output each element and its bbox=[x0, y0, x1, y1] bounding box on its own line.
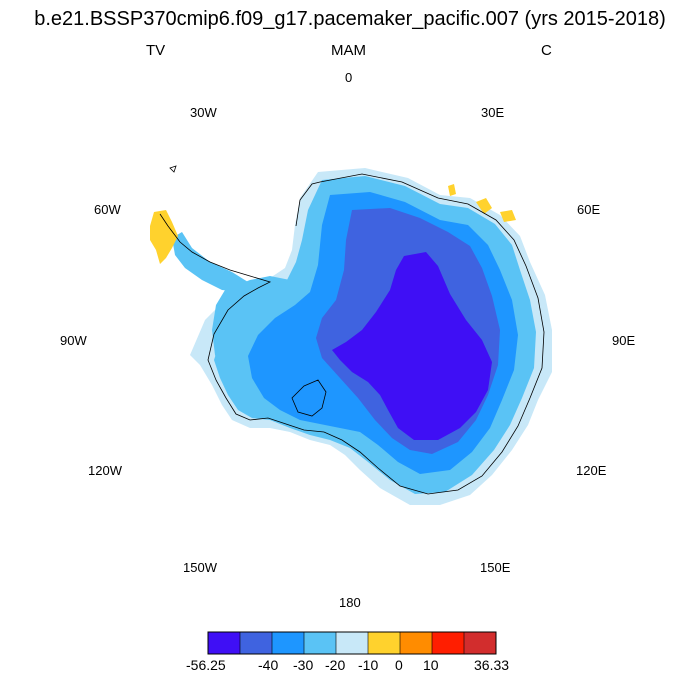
colorbar-label-min: -56.25 bbox=[186, 657, 226, 673]
lon-label-30E: 30E bbox=[481, 105, 505, 120]
lon-label-90W: 90W bbox=[60, 333, 87, 348]
lon-label-60E: 60E bbox=[577, 202, 601, 217]
colorbar-frame bbox=[207, 631, 497, 655]
lon-label-120W: 120W bbox=[88, 463, 122, 478]
colorbar-box-3 bbox=[272, 632, 304, 654]
colorbar bbox=[207, 631, 497, 655]
colorbar-label-max: 36.33 bbox=[474, 657, 510, 673]
colorbar-box-9 bbox=[464, 632, 496, 654]
colorbar-label-1: -40 bbox=[258, 657, 279, 673]
colorbar-box-1 bbox=[208, 632, 240, 654]
colorbar-label-5: 0 bbox=[395, 657, 403, 673]
colorbar-label-6: 10 bbox=[423, 657, 439, 673]
season-label: MAM bbox=[331, 42, 366, 59]
colorbar-box-7 bbox=[400, 632, 432, 654]
region-darkest bbox=[332, 252, 492, 440]
lon-label-0: 0 bbox=[345, 70, 353, 85]
region-positive-east-3 bbox=[448, 184, 456, 196]
lon-label-30W: 30W bbox=[190, 105, 217, 120]
island-outline bbox=[169, 165, 177, 173]
colorbar-box-2 bbox=[240, 632, 272, 654]
variable-label: TV bbox=[146, 42, 166, 59]
colorbar-box-5 bbox=[336, 632, 368, 654]
colorbar-label-2: -30 bbox=[293, 657, 314, 673]
plot-title: b.e21.BSSP370cmip6.f09_g17.pacemaker_pac… bbox=[34, 8, 666, 30]
ice-shelf-outline bbox=[291, 379, 327, 417]
region-positive-peninsula bbox=[150, 210, 178, 264]
colorbar-box-6 bbox=[368, 632, 400, 654]
colorbar-label-3: -20 bbox=[325, 657, 346, 673]
colorbar-label-4: -10 bbox=[358, 657, 379, 673]
coastline bbox=[159, 173, 545, 495]
lon-label-150E: 150E bbox=[480, 560, 511, 575]
region-positive-east-1 bbox=[476, 198, 492, 214]
region-positive-east-2 bbox=[500, 210, 516, 222]
units-label: C bbox=[541, 42, 552, 59]
lon-label-150W: 150W bbox=[183, 560, 217, 575]
lon-label-120E: 120E bbox=[576, 463, 607, 478]
lon-label-60W: 60W bbox=[94, 202, 121, 217]
colorbar-box-8 bbox=[432, 632, 464, 654]
lon-label-90E: 90E bbox=[612, 333, 636, 348]
colorbar-box-4 bbox=[304, 632, 336, 654]
lon-label-180: 180 bbox=[339, 595, 361, 610]
